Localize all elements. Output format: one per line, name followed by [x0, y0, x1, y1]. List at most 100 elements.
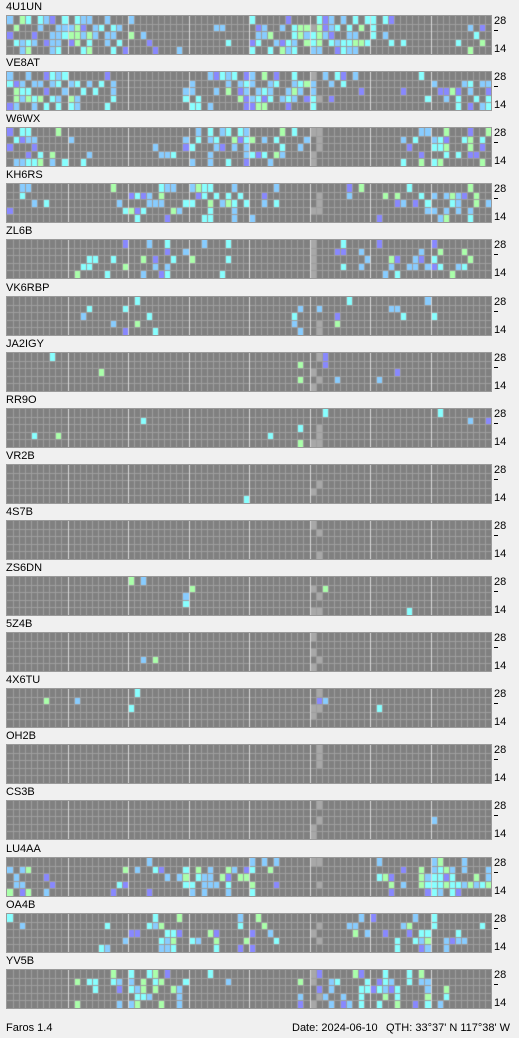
activity-canvas	[7, 969, 491, 1008]
axis-top-label: 28	[494, 576, 507, 588]
beacon-panel: 4U1UN 28 14	[0, 1, 519, 57]
axis-bottom-label: 14	[494, 604, 507, 616]
beacon-callsign: VR2B	[6, 449, 35, 462]
axis-top-label: 28	[494, 183, 507, 196]
activity-canvas	[7, 72, 491, 111]
beacon-panel: YV5B 28 14	[0, 955, 519, 1011]
axis-mid-tick	[494, 871, 498, 873]
beacon-panel: ZS6DN 28 14	[0, 562, 519, 618]
axis-bottom-label: 14	[494, 491, 507, 504]
beacon-callsign: W6WX	[6, 113, 41, 126]
beacon-callsign: CS3B	[6, 786, 35, 799]
beacon-callsign: LU4AA	[6, 842, 41, 855]
beacon-callsign: VK6RBP	[6, 281, 50, 294]
axis-bottom-label: 14	[494, 267, 507, 280]
beacon-callsign: OA4B	[6, 898, 36, 911]
beacon-activity-grid[interactable]	[6, 127, 492, 168]
axis-bottom-label: 14	[494, 99, 507, 112]
activity-canvas	[7, 857, 491, 896]
axis-top-label: 28	[494, 239, 507, 252]
axis-mid-tick	[494, 759, 498, 761]
axis-bottom-label: 14	[494, 940, 507, 953]
beacon-callsign: KH6RS	[6, 169, 43, 182]
axis-bottom-label: 14	[494, 996, 507, 1009]
axis-top-label: 28	[494, 912, 507, 925]
beacon-callsign: 4S7B	[6, 505, 33, 518]
activity-canvas	[7, 520, 491, 559]
beacon-activity-grid[interactable]	[6, 576, 492, 616]
beacon-panel: 4S7B 28 14	[0, 506, 519, 562]
axis-mid-tick	[494, 198, 498, 200]
axis-bottom-label: 14	[494, 772, 507, 785]
axis-bottom-label: 14	[494, 211, 507, 224]
beacon-activity-grid[interactable]	[6, 71, 492, 112]
beacon-callsign: 4U1UN	[6, 1, 43, 13]
beacon-activity-grid[interactable]	[6, 688, 492, 729]
axis-top-label: 28	[494, 351, 507, 364]
beacon-callsign: VE8AT	[6, 57, 41, 70]
beacon-activity-grid[interactable]	[6, 519, 492, 560]
beacon-panel: OA4B 28 14	[0, 899, 519, 955]
status-date: Date: 2024-06-10	[292, 1022, 378, 1034]
axis-mid-tick	[494, 142, 498, 144]
beacon-callsign: ZS6DN	[6, 562, 43, 574]
beacon-activity-grid[interactable]	[6, 856, 492, 897]
axis-top-label: 28	[494, 71, 507, 84]
axis-top-label: 28	[494, 15, 507, 27]
axis-bottom-label: 14	[494, 660, 507, 673]
axis-top-label: 28	[494, 688, 507, 701]
beacon-panel: W6WX 28 14	[0, 113, 519, 169]
beacon-activity-grid[interactable]	[6, 800, 492, 841]
beacon-activity-grid[interactable]	[6, 463, 492, 504]
axis-bottom-label: 14	[494, 43, 507, 55]
beacon-panel: KH6RS 28 14	[0, 169, 519, 225]
activity-canvas	[7, 801, 491, 840]
axis-bottom-label: 14	[494, 155, 507, 168]
axis-bottom-label: 14	[494, 323, 507, 336]
axis-mid-tick	[494, 254, 498, 256]
beacon-activity-grid[interactable]	[6, 912, 492, 953]
beacon-activity-grid[interactable]	[6, 183, 492, 224]
beacon-callsign: OH2B	[6, 730, 36, 743]
axis-mid-tick	[494, 703, 498, 705]
beacon-panel: RR9O 28 14	[0, 394, 519, 450]
axis-bottom-label: 14	[494, 884, 507, 897]
axis-top-label: 28	[494, 519, 507, 532]
app-version: Faros 1.4	[6, 1022, 53, 1034]
beacon-activity-grid[interactable]	[6, 15, 492, 55]
axis-top-label: 28	[494, 295, 507, 308]
beacon-activity-grid[interactable]	[6, 744, 492, 785]
axis-mid-tick	[494, 591, 498, 592]
beacon-panel: CS3B 28 14	[0, 786, 519, 842]
status-bar: Faros 1.4 Date: 2024-06-10 QTH: 33°37' N…	[0, 1018, 519, 1038]
axis-top-label: 28	[494, 127, 507, 140]
beacon-activity-grid[interactable]	[6, 239, 492, 280]
axis-top-label: 28	[494, 632, 507, 645]
axis-mid-tick	[494, 30, 498, 31]
status-qth: QTH: 33°37' N 117°38' W	[386, 1022, 511, 1034]
activity-canvas	[7, 464, 491, 503]
axis-mid-tick	[494, 983, 498, 985]
activity-canvas	[7, 352, 491, 391]
beacon-activity-grid[interactable]	[6, 632, 492, 673]
beacon-callsign: YV5B	[6, 954, 35, 967]
axis-mid-tick	[494, 927, 498, 929]
beacon-activity-grid[interactable]	[6, 295, 492, 336]
axis-top-label: 28	[494, 744, 507, 757]
axis-mid-tick	[494, 366, 498, 368]
beacon-callsign: 4X6TU	[6, 674, 41, 687]
activity-canvas	[7, 408, 491, 447]
beacon-panel: VR2B 28 14	[0, 450, 519, 506]
axis-mid-tick	[494, 534, 498, 536]
axis-mid-tick	[494, 86, 498, 88]
beacon-activity-grid[interactable]	[6, 407, 492, 448]
beacon-activity-grid[interactable]	[6, 968, 492, 1009]
beacon-panel: 4X6TU 28 14	[0, 674, 519, 730]
beacon-panel: VE8AT 28 14	[0, 57, 519, 113]
axis-bottom-label: 14	[494, 547, 507, 560]
beacon-panel: OH2B 28 14	[0, 730, 519, 786]
beacon-activity-grid[interactable]	[6, 351, 492, 392]
axis-bottom-label: 14	[494, 379, 507, 392]
axis-bottom-label: 14	[494, 716, 507, 729]
activity-canvas	[7, 633, 491, 672]
